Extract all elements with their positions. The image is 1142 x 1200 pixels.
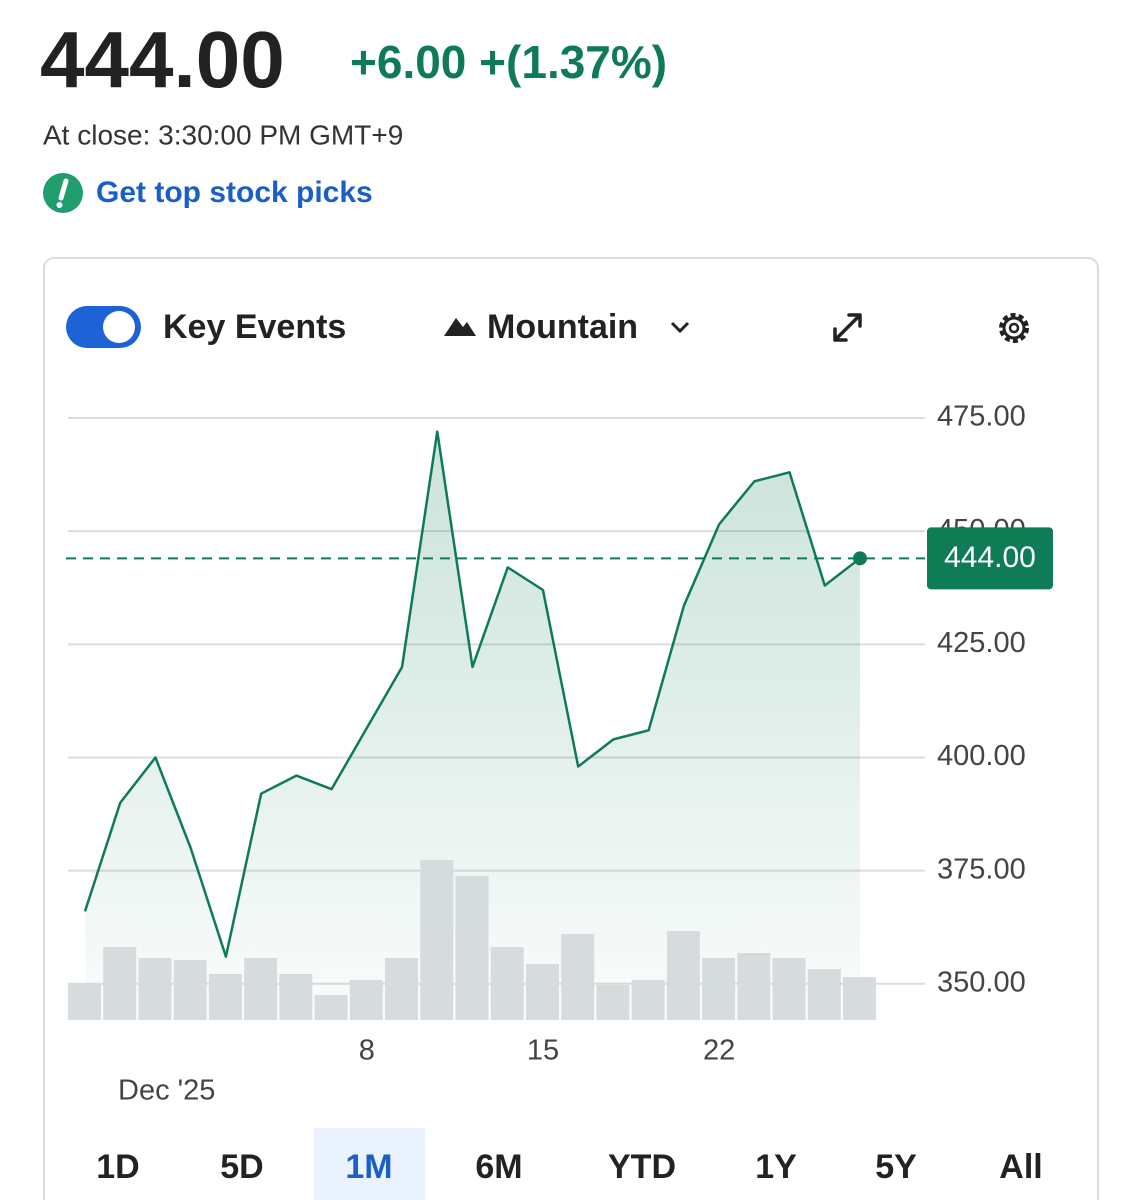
volume-bar [702, 958, 736, 1020]
price: 444.00 [40, 15, 285, 104]
volume-bar [208, 974, 242, 1020]
y-tick-label: 375.00 [937, 853, 1026, 885]
picks-icon-dot [56, 202, 63, 208]
last-price-label: 444.00 [944, 541, 1036, 574]
range-button[interactable]: 5D [220, 1148, 263, 1186]
range-button[interactable]: YTD [608, 1148, 676, 1186]
y-tick-label: 475.00 [937, 401, 1026, 433]
x-annotation: Dec '25 [118, 1075, 215, 1107]
mountain-icon [444, 318, 476, 336]
range-selector: 1D 5D 1M 6M YTD 1Y 5Y All [96, 1128, 1043, 1200]
volume-bar [349, 980, 383, 1020]
price-change: +6.00 +(1.37%) [350, 36, 667, 88]
volume-bar [68, 983, 101, 1020]
volume-bar [173, 960, 207, 1020]
style-chevron [670, 321, 690, 334]
close-time: At close: 3:30:00 PM GMT+9 [43, 119, 403, 150]
area-fill [85, 431, 860, 1020]
volume-bar [244, 958, 278, 1020]
expand-icon[interactable] [833, 313, 862, 342]
volume-bar [525, 964, 559, 1020]
volume-bar [103, 947, 137, 1020]
range-button[interactable]: All [999, 1148, 1042, 1186]
range-button[interactable]: 5Y [875, 1148, 917, 1186]
volume-bar [631, 980, 665, 1020]
volume-bar [596, 985, 630, 1020]
settings-icon[interactable] [999, 313, 1029, 343]
volume-bar [843, 977, 876, 1020]
picks-link[interactable]: Get top stock picks [96, 176, 373, 209]
volume-bar [385, 958, 419, 1020]
gear-ring [1002, 316, 1026, 340]
volume-bar [420, 860, 454, 1020]
last-point [853, 551, 867, 566]
plot: 350.00375.00400.00425.00450.00475.008152… [66, 401, 1053, 1107]
volume-bar [772, 958, 806, 1020]
volume-bar [314, 995, 348, 1020]
volume-bar [455, 876, 489, 1020]
volume-bar [807, 969, 841, 1020]
range-selected-bg [314, 1128, 425, 1200]
key-events-label[interactable]: Key Events [163, 308, 346, 346]
x-tick-label: 22 [703, 1035, 735, 1067]
y-tick-label: 425.00 [937, 627, 1026, 659]
volume-bar [490, 947, 524, 1020]
price-line [83, 430, 861, 958]
volume-bar [737, 953, 771, 1020]
volume-bar [279, 974, 313, 1020]
last-price-badge [927, 527, 1053, 590]
range-button[interactable]: 1M [345, 1148, 392, 1186]
x-tick-label: 15 [527, 1035, 559, 1067]
gear-hub [1008, 322, 1020, 334]
range-button[interactable]: 6M [475, 1148, 522, 1186]
range-button[interactable]: 1D [96, 1148, 139, 1186]
range-button[interactable]: 1Y [755, 1148, 797, 1186]
picks-icon-mark [58, 178, 69, 201]
volume-bar [666, 931, 700, 1020]
x-tick-label: 8 [359, 1035, 375, 1067]
volume-bar [561, 934, 595, 1020]
toggle-knob [103, 311, 135, 343]
y-tick-label: 350.00 [937, 966, 1026, 998]
y-tick-label: 400.00 [937, 740, 1026, 772]
gear-teeth [999, 313, 1029, 343]
chart-style[interactable]: Mountain [487, 308, 638, 346]
volume-bar [138, 958, 172, 1020]
